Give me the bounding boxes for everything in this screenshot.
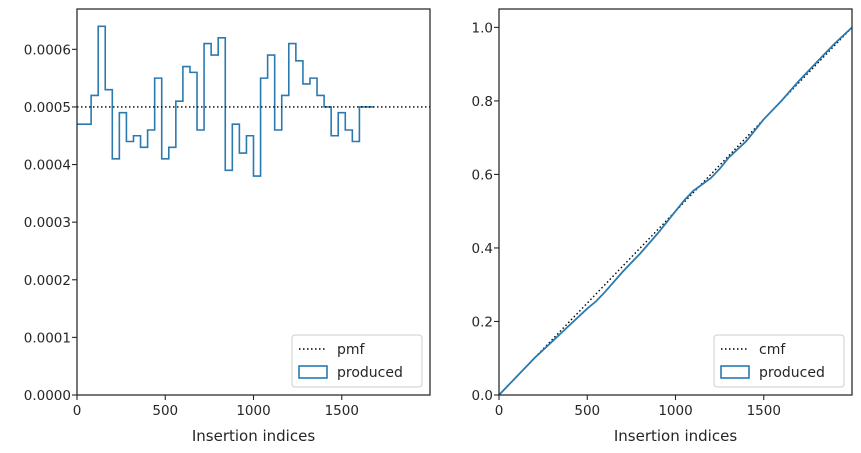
panel-left: 0 500 1000 1500 0.0000 0.0001 0.0002 0.0003 0.00… [24, 8, 431, 445]
x-tick-label: 500 [152, 403, 178, 419]
y-tick-label: 0.6 [472, 167, 493, 183]
y-tick-label: 0.4 [472, 241, 493, 257]
legend-label-produced: produced [337, 365, 403, 381]
legend: cmf produced [713, 334, 845, 388]
x-tick-label: 1000 [236, 403, 270, 419]
x-tick-label: 1000 [658, 403, 692, 419]
panel-right: 0 500 1000 1500 0.0 0.2 0.4 0.6 0.8 1.0 Insertion … [472, 8, 853, 445]
x-axis-label: Insertion indices [614, 427, 737, 445]
legend-swatch-produced [298, 365, 328, 379]
y-tick-label: 0.0005 [24, 100, 71, 116]
histogram-step-produced [77, 25, 374, 177]
y-tick-label: 0.8 [472, 94, 493, 110]
y-tick-label: 0.0000 [24, 388, 71, 404]
legend-label-cmf: cmf [759, 342, 786, 358]
x-tick-label: 500 [574, 403, 600, 419]
x-tick-label: 1500 [747, 403, 781, 419]
legend-swatch-produced [720, 365, 750, 379]
legend-label-produced: produced [759, 365, 825, 381]
y-tick-label: 0.0006 [24, 42, 71, 58]
line-produced [498, 26, 853, 396]
x-tick-label: 0 [73, 403, 82, 419]
legend-box [713, 334, 845, 388]
y-tick-label: 0.0 [472, 388, 493, 404]
y-tick-label: 1.0 [472, 20, 493, 36]
x-axis-label: Insertion indices [192, 427, 315, 445]
x-tick-label: 0 [495, 403, 504, 419]
legend-box [291, 334, 423, 388]
y-tick-label: 0.2 [472, 314, 493, 330]
y-tick-label: 0.0001 [24, 330, 71, 346]
legend-label-pmf: pmf [337, 342, 366, 358]
y-tick-label: 0.0004 [24, 158, 71, 174]
y-tick-label: 0.0002 [24, 273, 71, 289]
legend: pmf produced [291, 334, 423, 388]
x-tick-label: 1500 [325, 403, 359, 419]
y-tick-label: 0.0003 [24, 215, 71, 231]
